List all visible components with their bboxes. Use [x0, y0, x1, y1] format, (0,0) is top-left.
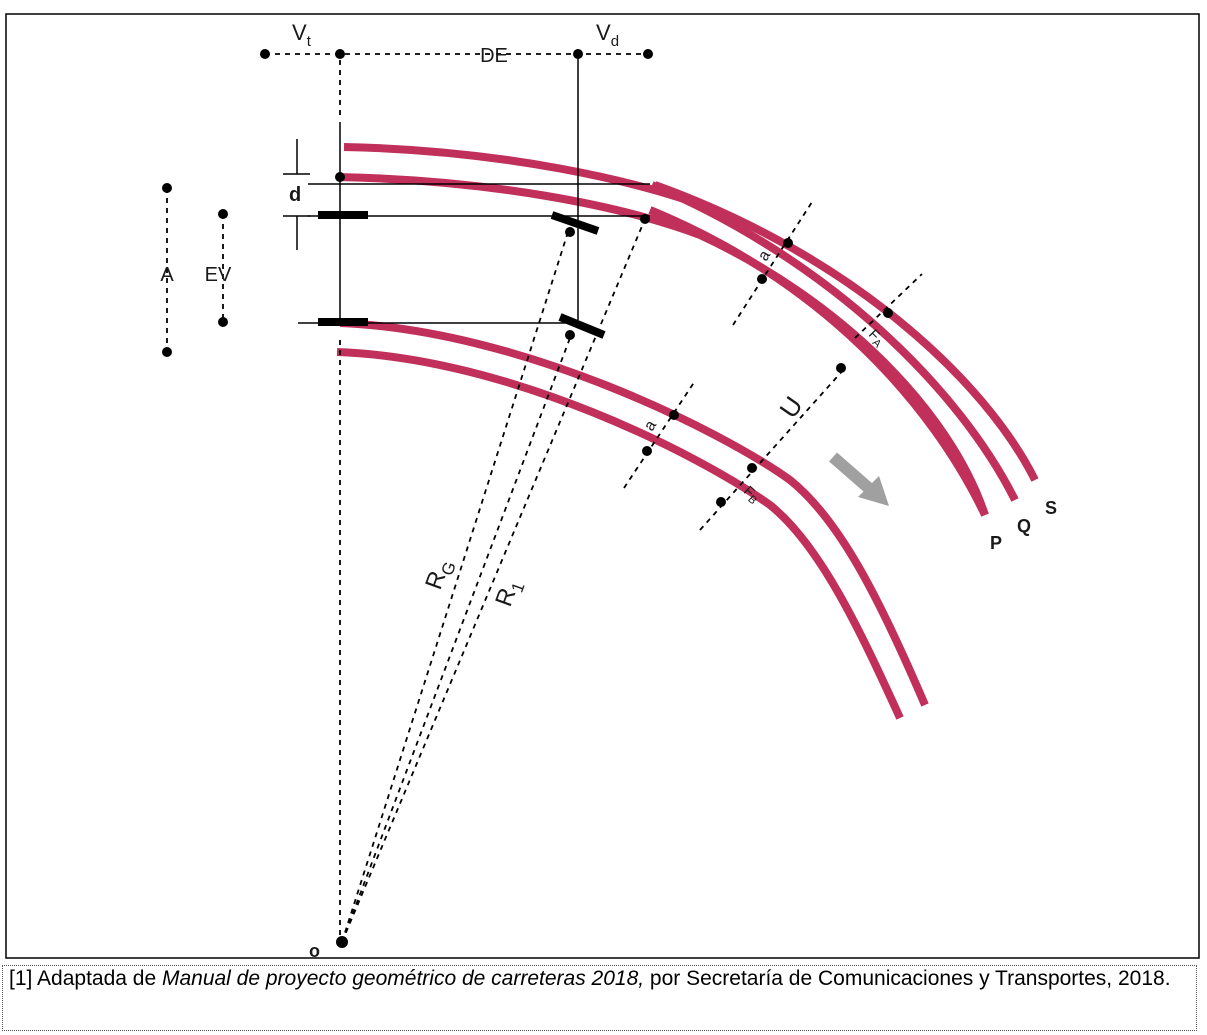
edge-p-line — [648, 206, 989, 517]
outer-edge-p-start — [698, 231, 989, 517]
axle-bars — [318, 211, 606, 339]
q-label: Q — [1017, 516, 1031, 536]
ev-label: EV — [205, 264, 232, 286]
a-total-label: A — [160, 264, 174, 286]
edge-q-line — [650, 181, 1019, 502]
o-label: o — [309, 941, 320, 961]
vt-label: Vt — [292, 20, 312, 50]
lower-edge-upper — [339, 319, 929, 707]
inner-edge-lower — [336, 173, 702, 239]
caption-title: Manual de proyecto geométrico de carrete… — [161, 967, 645, 990]
diagram-frame — [5, 13, 1200, 959]
figure-caption: [1] Adaptada de Manual de proyecto geomé… — [2, 965, 1197, 1031]
caption-ref: [1] Adaptada de — [9, 967, 162, 990]
r1-label: R1 — [490, 576, 528, 612]
front-axle-lower — [558, 313, 606, 339]
road-edges — [336, 143, 1039, 720]
de-label: DE — [480, 45, 508, 67]
origin-point — [336, 936, 348, 948]
lower-edge-lower — [336, 348, 904, 720]
s-label: S — [1045, 498, 1057, 518]
front-axle-upper — [550, 211, 600, 235]
caption-rest: por Secretaría de Comunicaciones y Trans… — [644, 967, 1171, 990]
p-label: P — [990, 533, 1002, 553]
dashed-lines — [166, 53, 923, 943]
construction-lines — [283, 55, 650, 325]
road-widening-diagram: Vt Vd DE d A EV a a FA FB U RG R1 P Q S … — [5, 13, 1200, 961]
direction-arrow — [829, 452, 889, 506]
d-label: d — [289, 184, 301, 206]
edge-s-line — [653, 181, 1039, 482]
points — [162, 49, 893, 948]
vd-label: Vd — [596, 20, 619, 50]
u-label: U — [773, 391, 808, 424]
